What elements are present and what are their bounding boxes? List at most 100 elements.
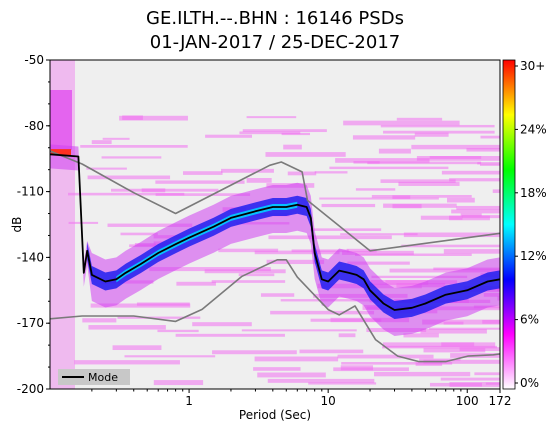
density-streak [242, 129, 327, 133]
density-streak [340, 365, 374, 371]
x-axis-label: Period (Sec) [239, 408, 311, 422]
density-streak [254, 250, 340, 255]
density-streak [347, 261, 410, 265]
x-tick-label: 10 [321, 394, 336, 408]
density-streak [441, 342, 475, 347]
density-streak [153, 380, 204, 386]
density-streak [87, 175, 171, 180]
low-noise-model-line [50, 258, 500, 363]
legend-box [58, 369, 130, 385]
x-tick-label: 1 [185, 394, 193, 408]
density-band-core [116, 201, 298, 283]
colorbar-tick-label: 6% [520, 313, 539, 327]
density-streak [337, 354, 434, 359]
colorbar [502, 59, 516, 390]
density-streak [403, 333, 439, 338]
density-streak [120, 232, 158, 236]
density-streak [246, 178, 272, 183]
density-streak [411, 144, 500, 150]
density-streak [440, 377, 500, 381]
density-streak [398, 181, 460, 186]
y-tick-label: -110 [17, 185, 44, 199]
density-streak [449, 178, 500, 182]
density-streak [420, 329, 487, 334]
density-streak [480, 135, 500, 139]
density-streak [86, 167, 127, 170]
density-streak [122, 115, 143, 120]
density-streak [80, 145, 188, 148]
density-streak [283, 144, 302, 150]
density-streak [280, 299, 392, 302]
density-streak [414, 132, 449, 137]
y-tick-label: -80 [24, 119, 44, 133]
density-streak [342, 250, 414, 255]
density-streak [380, 179, 456, 183]
density-streak [492, 189, 500, 193]
density-streak [155, 180, 245, 184]
density-layer [50, 60, 500, 389]
chart-title: GE.ILTH.--.BHN : 16146 PSDs [146, 8, 404, 29]
density-streak [466, 148, 500, 152]
density-streak [281, 132, 311, 136]
density-streak [401, 244, 500, 248]
density-streak [485, 382, 500, 385]
plot-frame [49, 59, 501, 390]
density-streak [428, 327, 500, 330]
density-streak [338, 333, 356, 338]
mode-line [50, 153, 500, 311]
density-streak [119, 115, 188, 121]
density-streak [477, 162, 500, 165]
density-streak [241, 329, 357, 332]
density-streak [221, 168, 274, 173]
density-streak [91, 140, 112, 145]
density-streak [341, 362, 453, 365]
density-streak [211, 280, 286, 283]
density-streak [371, 194, 472, 198]
density-hotspot [51, 149, 71, 156]
density-streak [340, 233, 418, 236]
density-streak [335, 158, 430, 163]
density-streak [238, 273, 275, 277]
density-streak [423, 348, 486, 353]
density-streak [117, 316, 201, 319]
colorbar-tick-label: 24% [520, 122, 547, 136]
density-streak [319, 197, 439, 200]
density-streak [74, 360, 180, 365]
density-streak [268, 235, 392, 240]
density-streak [422, 319, 500, 325]
density-streak [385, 280, 458, 285]
density-streak [355, 188, 396, 191]
density-streak [155, 193, 251, 196]
y-tick-label: -140 [17, 250, 44, 264]
density-streak [270, 310, 375, 315]
density-streak [192, 322, 252, 327]
density-streak [310, 228, 382, 231]
density-streak [82, 318, 117, 323]
density-streak [246, 116, 297, 119]
density-streak [205, 134, 253, 138]
density-streak [330, 317, 410, 323]
density-streak [460, 213, 482, 217]
density-band-outer [50, 144, 500, 337]
density-streak [110, 188, 219, 192]
x-tick-label: 100 [456, 394, 479, 408]
density-streak [124, 355, 216, 358]
density-smear [50, 90, 72, 150]
density-streak [416, 156, 500, 161]
density-streak [392, 204, 422, 209]
y-axis-label: dB [10, 217, 24, 233]
density-streak [352, 135, 416, 140]
density-streak [88, 325, 166, 330]
density-streak [260, 293, 295, 297]
density-streak [204, 269, 286, 274]
colorbar-tick-label: 0% [520, 376, 539, 390]
y-tick-label: -200 [17, 382, 44, 396]
legend-mode-label: Mode [88, 371, 118, 384]
density-streak [157, 329, 199, 333]
density-streak [68, 192, 185, 196]
density-streak [367, 161, 482, 165]
density-streak [423, 359, 500, 364]
density-streak [257, 372, 326, 378]
